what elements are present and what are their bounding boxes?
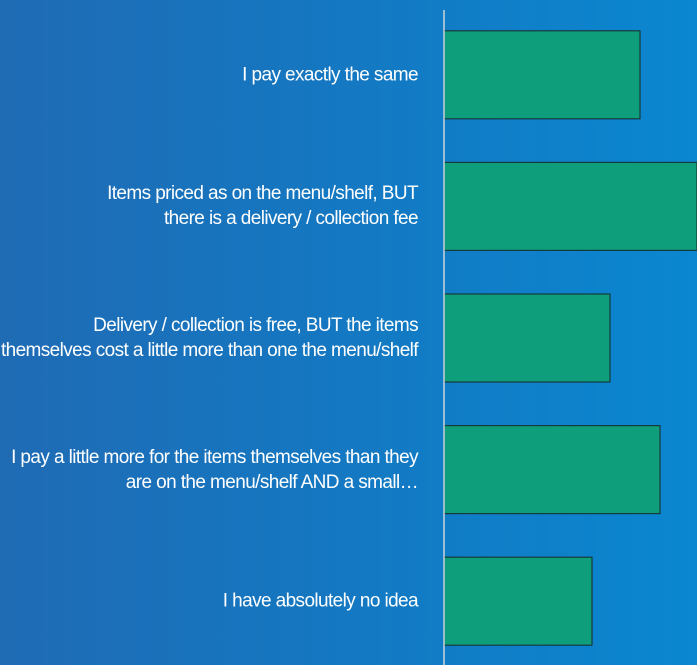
bar (443, 556, 593, 646)
category-label: I pay exactly the same (242, 64, 418, 86)
category-label: I pay a little more for the items themse… (11, 446, 419, 493)
category-label: Items priced as on the menu/shelf, BUT t… (107, 183, 419, 230)
bar (443, 30, 641, 120)
bar (443, 425, 661, 515)
category-label: I have absolutely no idea (222, 590, 419, 612)
bar (443, 161, 697, 251)
category-label: Delivery / collection is free, BUT the i… (0, 315, 419, 361)
bar (443, 293, 611, 383)
